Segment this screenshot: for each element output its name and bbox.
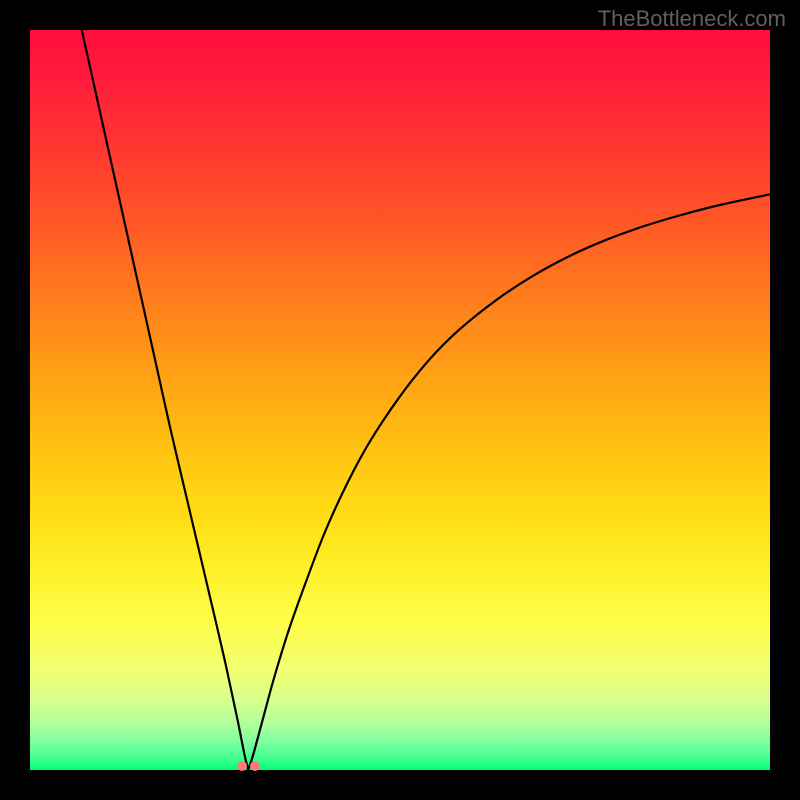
watermark-text: TheBottleneck.com [598, 6, 786, 32]
plot-area [30, 30, 770, 770]
optimum-marker [237, 761, 247, 771]
bottleneck-curve [30, 30, 770, 770]
chart-frame: TheBottleneck.com [0, 0, 800, 800]
optimum-marker [250, 761, 260, 771]
